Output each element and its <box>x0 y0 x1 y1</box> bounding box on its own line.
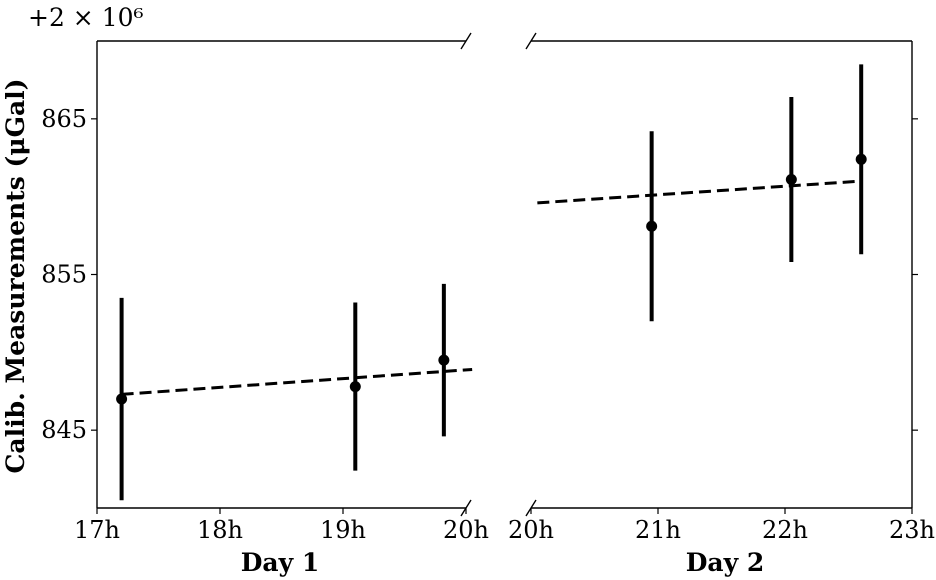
panel-1-x-tick-label: 20h <box>443 516 489 544</box>
panel-1-x-tick-label: 19h <box>320 516 366 544</box>
x-axis-label-day-1: Day 1 <box>241 548 320 577</box>
panel-2-data-point-3 <box>855 153 867 165</box>
panel-1-y-tick-label: 865 <box>41 105 87 133</box>
panel-2-break-mark-top <box>525 32 537 50</box>
panel-1-data-point-3 <box>438 354 450 366</box>
x-axis-label-day-2: Day 2 <box>686 548 765 577</box>
y-axis-label: Calib. Measurements (μGal) <box>1 79 30 474</box>
panel-1-y-tick-label: 845 <box>41 416 87 444</box>
panel-2-x-tick-label: 22h <box>762 516 808 544</box>
panel-2-data-point-2 <box>785 174 797 186</box>
panel-1-data-point-1 <box>116 393 128 405</box>
panel-2-data-point-1 <box>646 220 658 232</box>
panel-2-x-tick-label: 20h <box>508 516 554 544</box>
panel-2-x-tick-label: 21h <box>635 516 681 544</box>
panel-1-break-mark-top <box>460 32 472 50</box>
y-offset-label: +2 × 10⁶ <box>28 3 144 32</box>
panel-2-x-tick-label: 23h <box>889 516 935 544</box>
panel-1-fit-line <box>121 367 473 396</box>
panel-1-x-tick-label: 17h <box>74 516 120 544</box>
panel-2-fit-line <box>537 179 862 205</box>
panel-1-x-tick-label: 18h <box>197 516 243 544</box>
panel-1-data-point-2 <box>349 381 361 393</box>
panel-1-y-tick-label: 855 <box>41 261 87 289</box>
